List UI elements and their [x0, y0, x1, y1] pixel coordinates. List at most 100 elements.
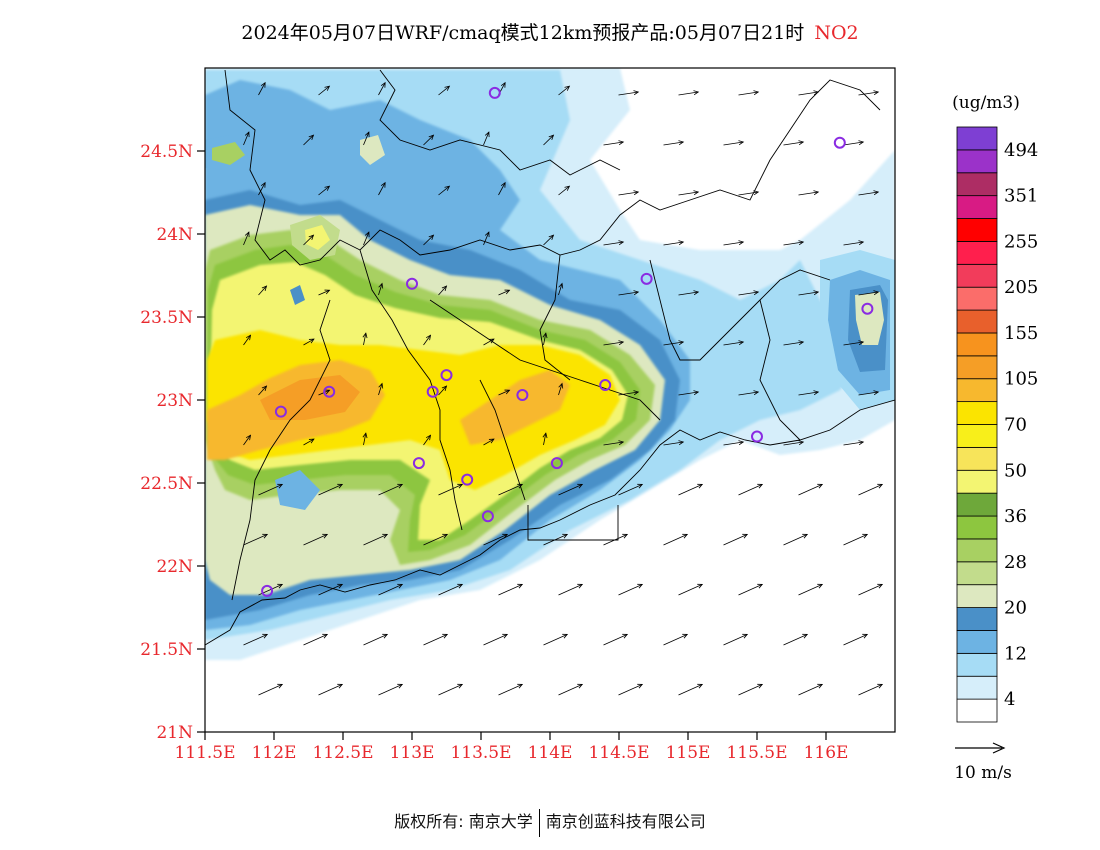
- wind-arrow: [543, 134, 555, 146]
- wind-arrow: [858, 90, 880, 96]
- station-marker: [461, 473, 474, 486]
- station-marker: [406, 277, 418, 290]
- station-marker: [861, 302, 874, 315]
- title-main: 2024年05月07日WRF/cmaq模式12km预报产品:05月07日21时: [241, 22, 805, 44]
- wind-arrow: [258, 483, 284, 496]
- wind-arrow: [738, 683, 764, 696]
- wind-arrow: [904, 534, 928, 545]
- lon-tick-label: 115E: [666, 743, 711, 763]
- wind-arrow: [483, 131, 490, 146]
- wind-arrow: [618, 190, 640, 196]
- colorbar-segment: [956, 652, 998, 677]
- wind-arrow: [663, 440, 685, 446]
- wind-arrow: [798, 190, 820, 196]
- wind-arrow: [603, 533, 629, 546]
- wind-arrow: [363, 231, 370, 246]
- wind-arrow: [363, 533, 389, 546]
- wind-arrow: [438, 483, 464, 496]
- colorbar-segment: [956, 538, 998, 563]
- lon-tick-label: 113E: [390, 743, 435, 763]
- wind-arrow: [858, 390, 880, 396]
- wind-arrow: [558, 85, 571, 96]
- wind-arrow: [318, 289, 331, 296]
- wind-arrow: [678, 583, 704, 596]
- wind-arrow: [318, 85, 331, 96]
- wind-arrow: [483, 338, 495, 346]
- wind-arrow: [542, 332, 548, 346]
- wind-arrow: [318, 683, 344, 696]
- wind-arrow: [618, 390, 640, 396]
- wind-arrow: [543, 633, 569, 646]
- wind-arrow: [243, 131, 250, 146]
- lat-tick-label: 21.5N: [140, 640, 193, 660]
- wind-arrow: [919, 191, 939, 195]
- wind-arrow: [498, 683, 524, 696]
- colorbar-segment: [956, 675, 998, 700]
- lon-tick-label: 112.5E: [312, 743, 373, 763]
- wind-arrow: [558, 382, 564, 396]
- wind-arrow: [483, 633, 509, 646]
- colorbar-label: 494: [1004, 140, 1038, 161]
- wind-arrow: [843, 440, 865, 446]
- colorbar-label: 12: [1004, 643, 1027, 664]
- wind-arrow: [243, 533, 269, 546]
- wind-arrow: [603, 340, 625, 346]
- wind-arrow: [303, 633, 329, 646]
- wind-arrow: [843, 633, 869, 646]
- colorbar-segment: [956, 195, 998, 219]
- wind-arrow: [558, 583, 584, 596]
- wind-arrow: [723, 633, 749, 646]
- wind-arrow: [318, 483, 344, 496]
- wind-arrow: [303, 438, 315, 446]
- wind-arrow: [919, 91, 939, 95]
- wind-arrow: [378, 683, 404, 696]
- wind-arrow: [378, 483, 404, 496]
- colorbar-label: 155: [1004, 323, 1038, 344]
- station-marker: [261, 584, 274, 597]
- wind-arrow: [783, 533, 809, 546]
- wind-arrow: [362, 332, 368, 346]
- wind-arrow: [904, 441, 924, 445]
- station-marker: [550, 457, 563, 470]
- wind-arrow: [498, 389, 511, 396]
- lat-tick-label: 24.5N: [140, 142, 193, 162]
- wind-arrow: [363, 633, 389, 646]
- wind-arrow: [723, 240, 745, 246]
- wind-arrow: [498, 583, 524, 596]
- colorbar-segment: [956, 607, 998, 631]
- colorbar-segment: [956, 492, 998, 517]
- wind-arrow: [678, 390, 700, 396]
- wind-arrow: [678, 90, 700, 96]
- station-marker: [323, 385, 336, 398]
- wind-arrow: [303, 533, 329, 546]
- wind-arrow: [663, 140, 685, 146]
- wind-arrow: [798, 683, 824, 696]
- colorbar-segment: [956, 286, 998, 311]
- colorbar-segment: [956, 263, 998, 288]
- wind-arrow: [663, 533, 689, 546]
- wind-arrow: [318, 583, 344, 596]
- lon-tick-label: 116E: [804, 743, 849, 763]
- wind-arrow: [423, 234, 435, 246]
- wind-arrow: [603, 633, 629, 646]
- colorbar-label: 20: [1004, 598, 1027, 619]
- colorbar-label: 70: [1004, 415, 1027, 436]
- wind-arrow: [438, 683, 464, 696]
- wind-arrow: [798, 483, 824, 496]
- station-marker: [412, 457, 425, 470]
- latitude-axis: 24.5N 24N 23.5N 23N 22.5N 22N 21.5N 21N: [140, 142, 205, 743]
- wind-arrow: [663, 633, 689, 646]
- wind-arrow: [738, 390, 760, 396]
- wind-arrow: [258, 385, 268, 396]
- wind-arrow: [618, 290, 640, 296]
- wind-arrow: [603, 240, 625, 246]
- wind-arrow: [858, 683, 884, 696]
- station-marker: [640, 272, 653, 285]
- lon-tick-label: 114.5E: [588, 743, 649, 763]
- wind-arrow: [378, 583, 404, 596]
- wind-reference-label: 10 m/s: [954, 763, 1012, 783]
- wind-arrow: [543, 234, 555, 246]
- wind-arrow: [919, 291, 939, 295]
- lon-tick-label: 112E: [252, 743, 297, 763]
- wind-arrow: [843, 340, 865, 346]
